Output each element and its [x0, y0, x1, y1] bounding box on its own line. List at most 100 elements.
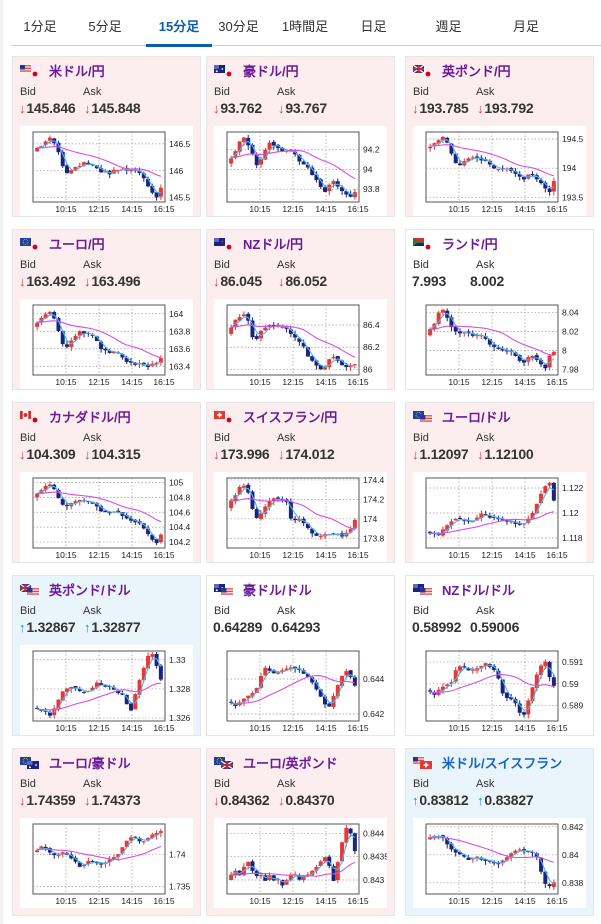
pair-name[interactable]: NZドル/円	[243, 236, 303, 252]
rate-card[interactable]: 米ドル/円 Bid Ask ↓145.846 ↓145.848 146.5 146…	[12, 56, 201, 217]
tab-1[interactable]: 5分足	[88, 19, 122, 34]
rate-card[interactable]: ユーロ/英ポンド Bid Ask ↓0.84362 ↓0.84370 0.844…	[206, 748, 395, 916]
candlestick-chart[interactable]: 1.74 1.735 10:15 12:15 14:15 16:15	[20, 818, 193, 908]
rate-card[interactable]: カナダドル/円 Bid Ask ↓104.309 ↓104.315 105 104…	[12, 402, 201, 563]
pair-link[interactable]: ユーロ/円	[20, 234, 105, 252]
candlestick-chart[interactable]: 194.5 194 193.5 10:15 12:15 14:15 16:15	[413, 126, 586, 216]
candle-body	[428, 690, 433, 692]
rate-card[interactable]: 豪ドル/円 Bid Ask ↓93.762 ↓93.767 94.2 94 93.8…	[206, 56, 395, 217]
pair-link[interactable]: NZドル/円	[214, 234, 303, 252]
pair-name[interactable]: カナダドル/円	[49, 409, 131, 425]
tab-2[interactable]: 15分足	[146, 12, 212, 47]
x-tick-label: 10:15	[249, 377, 271, 387]
candle-body	[276, 497, 281, 499]
pair-link[interactable]: ユーロ/豪ドル	[20, 753, 131, 771]
candle-body	[314, 174, 319, 180]
candle-body	[293, 151, 298, 155]
rate-card[interactable]: スイスフラン/円 Bid Ask ↓173.996 ↓174.012 174.4…	[206, 402, 395, 563]
candle-body	[263, 327, 268, 331]
pair-name[interactable]: ユーロ/豪ドル	[49, 755, 131, 771]
rate-card[interactable]: 米ドル/スイスフラン Bid Ask ↑0.83812 ↑0.83827 0.8…	[405, 748, 594, 916]
candlestick-chart[interactable]: 146.5 146 145.5 10:15 12:15 14:15 16:15	[20, 126, 193, 216]
rate-card[interactable]: ランド/円 Bid Ask 7.993 8.002 8.04 8.02 8 7.98 1…	[405, 229, 594, 390]
candle-body	[458, 666, 462, 671]
candle-body	[86, 333, 91, 334]
pair-name[interactable]: 米ドル/スイスフラン	[442, 755, 563, 771]
rate-card[interactable]: 英ポンド/ドル Bid Ask ↑1.32867 ↑1.32877 1.33 1.…	[12, 575, 201, 736]
rate-card[interactable]: ユーロ/円 Bid Ask ↓163.492 ↓163.496 164 163.8…	[12, 229, 201, 390]
pair-link[interactable]: 豪ドル/円	[214, 61, 299, 79]
pair-link[interactable]: ランド/円	[413, 234, 498, 252]
candle-body	[69, 854, 74, 859]
pair-name[interactable]: ユーロ/円	[49, 236, 105, 252]
pair-link[interactable]: 米ドル/スイスフラン	[413, 753, 562, 771]
tab-5[interactable]: 日足	[360, 19, 387, 34]
ask-value: 8.002	[470, 273, 504, 289]
pair-name[interactable]: NZドル/ドル	[442, 582, 515, 598]
candlestick-chart[interactable]: 174.4 174.2 174 173.8 10:15 12:15 14:15 16:15	[214, 472, 387, 562]
short-ma-line	[430, 835, 555, 885]
pair-name[interactable]: ランド/円	[442, 236, 498, 252]
candlestick-chart[interactable]: 1.33 1.328 1.326 10:15 12:15 14:15 16:15	[20, 645, 193, 735]
pair-name[interactable]: 豪ドル/円	[243, 63, 299, 79]
candle-body	[449, 317, 454, 328]
tab-0[interactable]: 1分足	[23, 19, 57, 34]
pair-name[interactable]: スイスフラン/円	[243, 409, 338, 425]
pair-link[interactable]: 英ポンド/円	[412, 61, 511, 79]
pair-name[interactable]: 米ドル/円	[49, 63, 105, 79]
candlestick-chart[interactable]: 105 104.8 104.6 104.4 104.2 10:15 12:15 14:15 16…	[20, 472, 193, 562]
candlestick-chart[interactable]: 0.842 0.84 0.838 10:15 12:15 14:15 16:15	[413, 818, 586, 908]
pair-link[interactable]: カナダドル/円	[20, 407, 131, 425]
candle-body	[280, 326, 285, 328]
candle-body	[69, 170, 74, 174]
candle-body	[150, 534, 155, 540]
rate-card[interactable]: 英ポンド/円 Bid Ask ↓193.785 ↓193.792 194.5 19…	[405, 56, 594, 217]
candlestick-chart[interactable]: 0.844 0.8435 0.843 10:15 12:15 14:15 16:15	[214, 818, 387, 908]
candle-body	[293, 518, 298, 521]
pair-link[interactable]: 豪ドル/ドル	[214, 580, 312, 598]
pair-link[interactable]: 英ポンド/ドル	[19, 580, 131, 598]
rate-card[interactable]: ユーロ/豪ドル Bid Ask ↓1.74359 ↓1.74373 1.74 1.…	[12, 748, 201, 916]
candle-body	[90, 860, 95, 862]
tab-4[interactable]: 1時間足	[281, 19, 329, 34]
tab-7[interactable]: 月足	[512, 19, 539, 34]
candle-body	[133, 694, 138, 710]
candlestick-chart[interactable]: 164 163.8 163.6 163.4 10:15 12:15 14:15 16:15	[20, 299, 193, 389]
currency-flag-icon	[20, 756, 40, 769]
long-ma-line	[430, 144, 555, 177]
candle-body	[340, 842, 345, 862]
candlestick-chart[interactable]: 94.2 94 93.8 10:15 12:15 14:15 16:15	[214, 126, 387, 216]
rate-card[interactable]: ユーロ/ドル Bid Ask ↓1.12097 ↓1.12100 1.122 1.…	[405, 402, 594, 563]
candlestick-chart[interactable]: 86.4 86.2 86 10:15 12:15 14:15 16:15	[214, 299, 387, 389]
pair-link[interactable]: スイスフラン/円	[214, 407, 337, 425]
candlestick-chart[interactable]: 0.591 0.59 0.589 10:15 12:15 14:15 16:15	[413, 645, 586, 735]
candle-body	[137, 170, 142, 174]
pair-link[interactable]: 米ドル/円	[20, 61, 105, 79]
candlestick-chart[interactable]: 1.122 1.12 1.118 10:15 12:15 14:15 16:15	[413, 472, 586, 562]
rate-card[interactable]: NZドル/円 Bid Ask ↓86.045 ↓86.052 86.4 86.2 8…	[206, 229, 395, 390]
pair-name[interactable]: 豪ドル/ドル	[243, 582, 312, 598]
rate-card[interactable]: NZドル/ドル Bid Ask 0.58992 0.59006 0.591 0.5…	[405, 575, 594, 736]
pair-link[interactable]: ユーロ/ドル	[413, 407, 511, 425]
tab-6[interactable]: 週足	[435, 19, 462, 34]
candle-body	[352, 519, 357, 529]
candlestick-chart[interactable]: 8.04 8.02 8 7.98 10:15 12:15 14:15 16:15	[413, 299, 586, 389]
y-tick-label: 86.2	[363, 342, 380, 352]
candle-body	[340, 360, 345, 366]
candle-body	[60, 331, 65, 345]
pair-link[interactable]: ユーロ/英ポンド	[214, 753, 338, 771]
candle-body	[470, 521, 475, 523]
pair-name[interactable]: ユーロ/英ポンド	[243, 755, 338, 771]
tab-3[interactable]: 30分足	[218, 19, 259, 34]
candle-body	[124, 694, 129, 705]
ask-value: 0.64293	[271, 619, 320, 635]
candle-body	[158, 534, 163, 543]
pair-name[interactable]: 英ポンド/円	[442, 63, 511, 79]
pair-name[interactable]: ユーロ/ドル	[442, 409, 511, 425]
candle-body	[150, 654, 155, 657]
pair-link[interactable]: NZドル/ドル	[413, 580, 515, 598]
pair-name[interactable]: 英ポンド/ドル	[49, 582, 131, 598]
rate-card[interactable]: 豪ドル/ドル Bid Ask 0.64289 0.64293 0.644 0.64…	[206, 575, 395, 736]
candlestick-chart[interactable]: 0.644 0.642 10:15 12:15 14:15 16:15	[214, 645, 387, 735]
up-arrow-icon: ↑	[477, 793, 484, 808]
